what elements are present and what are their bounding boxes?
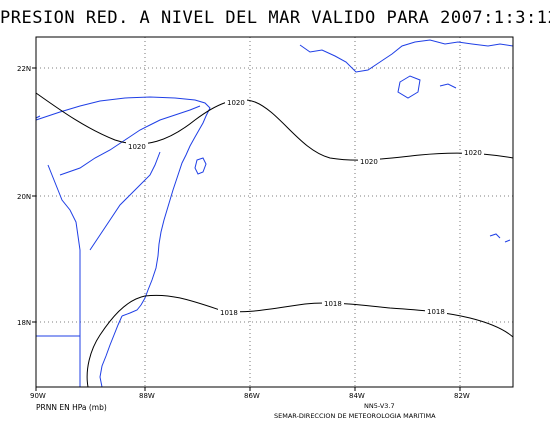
mexico-guatemala-border xyxy=(47,164,81,387)
lon-label: 82W xyxy=(454,392,470,400)
tick-marks xyxy=(32,67,461,391)
isobar-label: 1020 xyxy=(464,149,482,157)
belize-coast xyxy=(99,315,123,388)
lat-labels: 22N 20N 18N xyxy=(17,65,31,327)
coastline xyxy=(35,39,514,388)
isobar-label: 1020 xyxy=(227,99,245,107)
lat-label: 20N xyxy=(17,193,31,201)
isla-juventud xyxy=(397,75,421,99)
lat-label: 22N xyxy=(17,65,31,73)
isobar-label: 1020 xyxy=(128,143,146,151)
lon-label: 86W xyxy=(244,392,260,400)
campeche-coast xyxy=(35,115,41,119)
isobar-label: 1018 xyxy=(324,300,342,308)
units-label: PRNN EN HPa (mb) xyxy=(36,403,107,412)
cozumel-island xyxy=(194,157,207,175)
isobar-1018 xyxy=(86,294,514,388)
lon-label: 90W xyxy=(30,392,46,400)
lon-label: 88W xyxy=(139,392,155,400)
credit-label: SEMAR-DIRECCION DE METEOROLOGIA MARITIMA xyxy=(274,412,436,420)
yucatan-coast xyxy=(35,96,211,317)
cuba-south-cays xyxy=(439,83,457,89)
isobars xyxy=(35,92,514,388)
map-title: PRESION RED. A NIVEL DEL MAR VALIDO PARA… xyxy=(0,8,550,28)
lon-labels: 90W 88W 86W 84W 82W xyxy=(30,392,470,400)
cuba-coast xyxy=(299,39,514,73)
isobar-1020 xyxy=(35,92,514,161)
cayman-islands xyxy=(489,233,511,243)
isobar-label: 1020 xyxy=(360,158,378,166)
yucatan-state-line xyxy=(59,105,201,176)
isobar-label: 1018 xyxy=(220,309,238,317)
graticule xyxy=(36,37,513,387)
isobar-label: 1018 xyxy=(427,308,445,316)
lon-label: 84W xyxy=(349,392,365,400)
isobar-labels: 1020 1020 1020 1020 1018 1018 1018 xyxy=(126,97,484,317)
quintana-roo-line xyxy=(89,151,161,251)
lat-label: 18N xyxy=(17,319,31,327)
version-label: NN5-V3.7 xyxy=(364,402,395,410)
map-frame xyxy=(35,36,514,388)
